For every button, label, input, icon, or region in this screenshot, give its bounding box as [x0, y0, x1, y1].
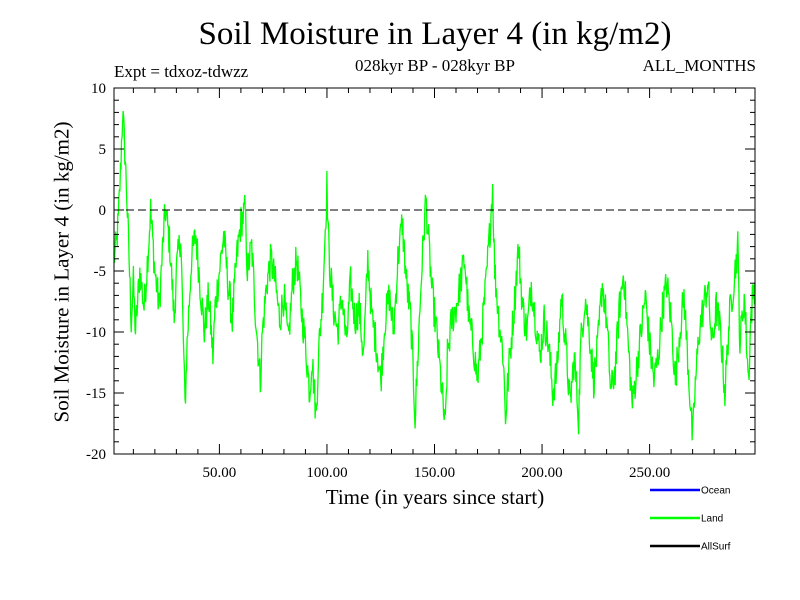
- x-tick-label: 50.00: [203, 465, 237, 481]
- x-tick-label: 250.00: [629, 465, 670, 481]
- x-tick-label: 200.00: [521, 465, 562, 481]
- plot-frame: [113, 87, 756, 455]
- y-tick-label: 10: [91, 81, 106, 97]
- y-tick-label: 0: [99, 203, 107, 219]
- legend-label-allsurf: AllSurf: [701, 542, 731, 553]
- months-label: ALL_MONTHS: [642, 56, 756, 75]
- x-tick-label: 100.00: [306, 465, 347, 481]
- experiment-label: Expt = tdxoz-tdwzz: [114, 62, 249, 81]
- series-line-land: [113, 110, 756, 441]
- y-tick-label: -10: [86, 325, 106, 341]
- x-axis-label: Time (in years since start): [325, 485, 545, 509]
- y-tick-label: -15: [86, 386, 106, 402]
- y-tick-label: 5: [99, 142, 107, 158]
- legend-label-land: Land: [701, 514, 723, 525]
- y-tick-label: -5: [94, 264, 107, 280]
- x-tick-label: 150.00: [414, 465, 455, 481]
- period-label: 028kyr BP - 028kyr BP: [355, 56, 515, 75]
- chart-title: Soil Moisture in Layer 4 (in kg/m2): [198, 16, 672, 52]
- legend-label-ocean: Ocean: [701, 486, 730, 497]
- y-tick-label: -20: [86, 447, 106, 463]
